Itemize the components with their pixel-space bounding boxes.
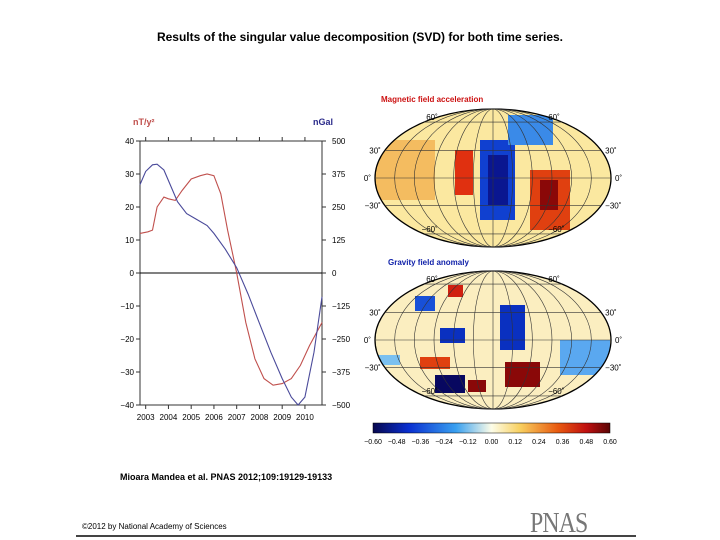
copyright: ©2012 by National Academy of Sciences <box>82 522 227 531</box>
y-tick-label-right: 125 <box>332 236 346 245</box>
lat-label-right: −60˚ <box>548 387 565 396</box>
gravity-series-line <box>139 163 323 406</box>
lat-label-left: 0˚ <box>364 174 371 183</box>
map-title-magnetic: Magnetic field acceleration <box>381 95 483 104</box>
lat-label-right: 60˚ <box>548 113 560 122</box>
y-tick-label-left: 20 <box>125 203 134 212</box>
colorbar-tick-label: 0.00 <box>485 439 499 446</box>
colorbar-tick-label: −0.24 <box>435 439 453 446</box>
y-tick-label-right: 250 <box>332 203 346 212</box>
lat-label-left: −60˚ <box>422 387 439 396</box>
lat-label-left: 0˚ <box>364 336 371 345</box>
x-tick-label: 2007 <box>228 413 246 422</box>
y-tick-label-right: 375 <box>332 170 346 179</box>
x-tick-label: 2009 <box>273 413 291 422</box>
lat-label-right: −60˚ <box>548 225 565 234</box>
lat-label-left: −30˚ <box>365 202 382 211</box>
x-tick-label: 2003 <box>137 413 155 422</box>
lat-label-left: 30˚ <box>369 146 381 155</box>
lat-label-right: 0˚ <box>615 336 622 345</box>
x-tick-label: 2005 <box>182 413 200 422</box>
y-tick-label-left: −30 <box>120 368 134 377</box>
x-tick-label: 2004 <box>160 413 178 422</box>
colorbar-tick-label: 0.60 <box>603 439 617 446</box>
y-tick-label-right: 0 <box>332 269 337 278</box>
y-tick-label-left: 40 <box>125 137 134 146</box>
lat-label-right: −30˚ <box>605 364 622 373</box>
slide-title: Results of the singular value decomposit… <box>156 30 564 44</box>
colorbar <box>372 422 611 434</box>
lat-label-right: −30˚ <box>605 202 622 211</box>
lat-label-left: −30˚ <box>365 364 382 373</box>
magnetic-map <box>375 109 611 247</box>
colorbar-tick-label: −0.60 <box>364 439 382 446</box>
y-tick-label-left: −20 <box>120 335 134 344</box>
colorbar-tick-label: −0.36 <box>412 439 430 446</box>
colorbar-tick-label: −0.12 <box>459 439 477 446</box>
colorbar-tick-label: 0.36 <box>556 439 570 446</box>
y-tick-label-right: 500 <box>332 137 346 146</box>
y-tick-label-left: −40 <box>120 401 134 410</box>
lat-label-left: −60˚ <box>422 225 439 234</box>
x-tick-label: 2006 <box>205 413 223 422</box>
lat-label-left: 60˚ <box>426 113 438 122</box>
footer-rule <box>76 535 636 537</box>
colorbar-tick-label: 0.48 <box>579 439 593 446</box>
colorbar-tick-label: 0.12 <box>508 439 522 446</box>
lat-label-right: 0˚ <box>615 174 622 183</box>
y-tick-label-left: 0 <box>130 269 135 278</box>
lat-label-left: 30˚ <box>369 308 381 317</box>
citation: Mioara Mandea et al. PNAS 2012;109:19129… <box>120 472 333 482</box>
right-axis-label: nGal <box>313 117 333 127</box>
y-tick-label-left: 30 <box>125 170 134 179</box>
x-tick-label: 2010 <box>296 413 314 422</box>
x-tick-label: 2008 <box>251 413 269 422</box>
lat-label-left: 60˚ <box>426 275 438 284</box>
y-tick-label-right: −375 <box>332 368 351 377</box>
lat-label-right: 30˚ <box>605 146 617 155</box>
colorbar-tick-label: −0.48 <box>388 439 406 446</box>
colorbar-tick-label: 0.24 <box>532 439 546 446</box>
y-tick-label-right: −250 <box>332 335 351 344</box>
y-tick-label-right: −500 <box>332 401 351 410</box>
lat-label-right: 30˚ <box>605 308 617 317</box>
pnas-logo: PNAS <box>530 508 588 539</box>
y-tick-label-right: −125 <box>332 302 351 311</box>
map-title-gravity: Gravity field anomaly <box>388 258 469 267</box>
lat-label-right: 60˚ <box>548 275 560 284</box>
left-axis-label: nT/y² <box>133 117 155 127</box>
y-tick-label-left: 10 <box>125 236 134 245</box>
y-tick-label-left: −10 <box>120 302 134 311</box>
